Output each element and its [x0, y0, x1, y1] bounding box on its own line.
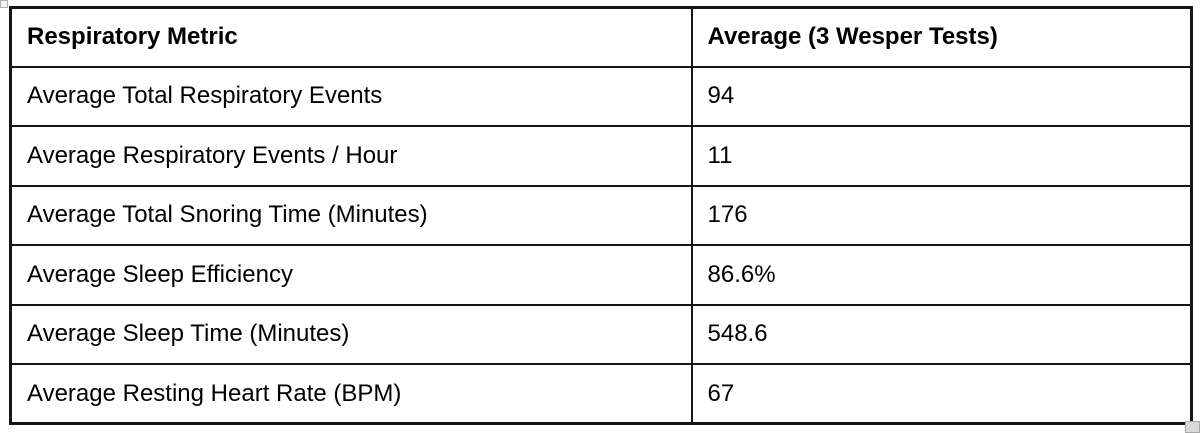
selection-handle-top-left[interactable] [0, 0, 8, 8]
value-cell: 94 [690, 65, 1193, 127]
column-header-metric: Respiratory Metric [9, 6, 693, 68]
metric-cell: Average Total Snoring Time (Minutes) [9, 184, 693, 246]
column-header-average: Average (3 Wesper Tests) [690, 6, 1193, 68]
table-header-row: Respiratory Metric Average (3 Wesper Tes… [9, 6, 1193, 68]
table-row: Average Resting Heart Rate (BPM) 67 [9, 363, 1193, 425]
table-row: Average Respiratory Events / Hour 11 [9, 125, 1193, 187]
value-cell: 67 [690, 363, 1193, 425]
value-cell: 176 [690, 184, 1193, 246]
selection-handle-bottom-right[interactable] [1185, 421, 1200, 433]
table-row: Average Sleep Time (Minutes) 548.6 [9, 303, 1193, 365]
metric-cell: Average Sleep Time (Minutes) [9, 303, 693, 365]
value-cell: 548.6 [690, 303, 1193, 365]
table-row: Average Total Respiratory Events 94 [9, 65, 1193, 127]
metric-cell: Average Sleep Efficiency [9, 244, 693, 306]
value-cell: 86.6% [690, 244, 1193, 306]
respiratory-metrics-table: Respiratory Metric Average (3 Wesper Tes… [9, 6, 1193, 425]
value-cell: 11 [690, 125, 1193, 187]
metric-cell: Average Total Respiratory Events [9, 65, 693, 127]
table-row: Average Total Snoring Time (Minutes) 176 [9, 184, 1193, 246]
table-row: Average Sleep Efficiency 86.6% [9, 244, 1193, 306]
metric-cell: Average Respiratory Events / Hour [9, 125, 693, 187]
metric-cell: Average Resting Heart Rate (BPM) [9, 363, 693, 425]
